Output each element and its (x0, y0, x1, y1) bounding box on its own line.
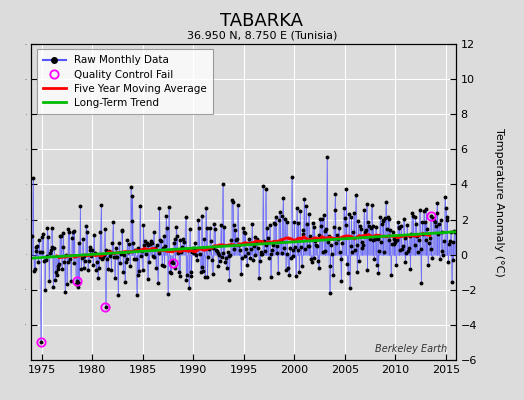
Legend: Raw Monthly Data, Quality Control Fail, Five Year Moving Average, Long-Term Tren: Raw Monthly Data, Quality Control Fail, … (37, 49, 213, 114)
Text: Berkeley Earth: Berkeley Earth (375, 344, 447, 354)
Y-axis label: Temperature Anomaly (°C): Temperature Anomaly (°C) (494, 128, 504, 276)
Text: 36.950 N, 8.750 E (Tunisia): 36.950 N, 8.750 E (Tunisia) (187, 30, 337, 40)
Text: TABARKA: TABARKA (221, 12, 303, 30)
